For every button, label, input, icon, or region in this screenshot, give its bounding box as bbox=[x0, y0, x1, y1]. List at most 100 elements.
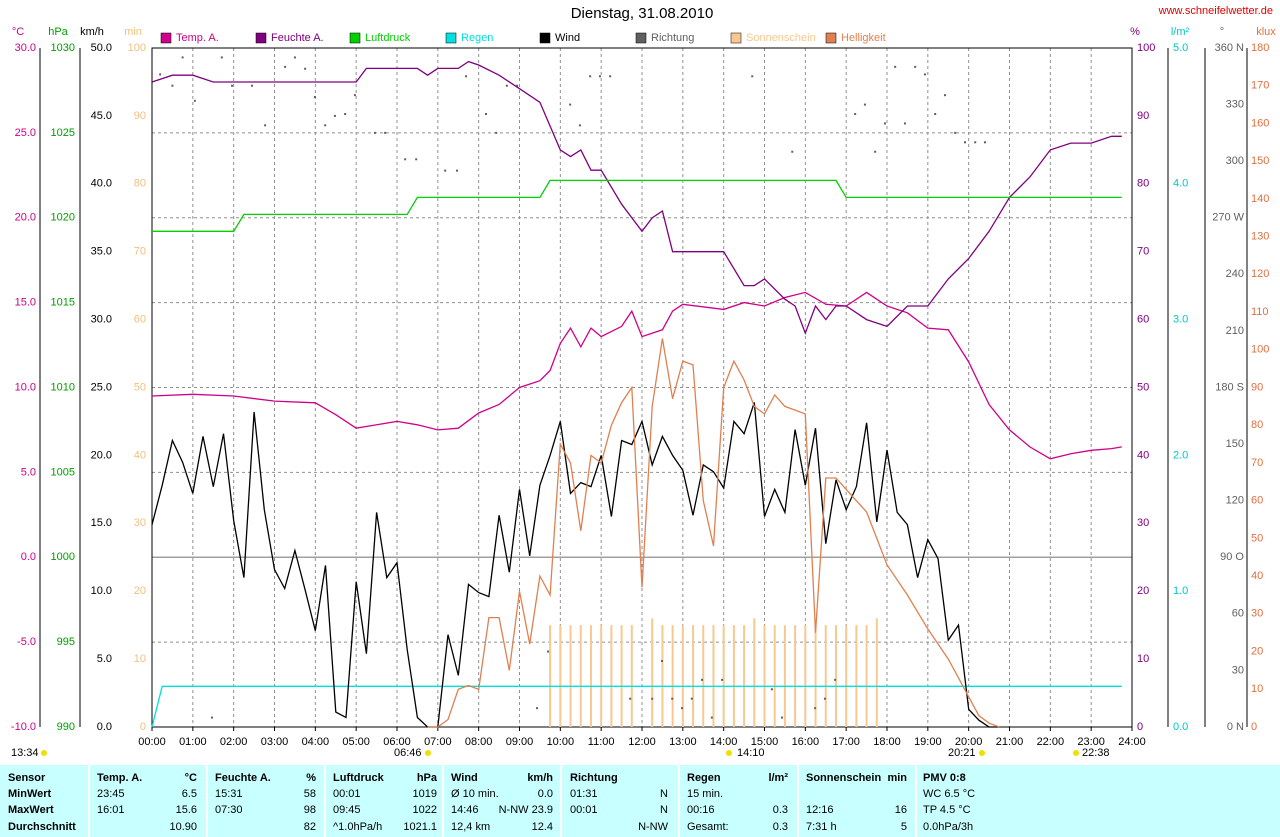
direction-dot bbox=[211, 716, 214, 719]
series-line bbox=[427, 338, 1000, 728]
sunshine-bar bbox=[559, 625, 562, 727]
table-header: PMV 0:8 bbox=[923, 772, 966, 784]
sunshine-bar bbox=[753, 618, 756, 727]
table-cell: 1019 bbox=[413, 788, 437, 800]
y-tick-label: 90 O bbox=[1220, 551, 1244, 563]
table-cell: 12:16 bbox=[806, 804, 834, 816]
direction-dot bbox=[721, 678, 724, 681]
table-cell: 00:16 bbox=[687, 804, 715, 816]
direction-dot bbox=[313, 96, 316, 99]
y-tick-label: 50.0 bbox=[91, 42, 112, 54]
legend-label: Luftdruck bbox=[365, 32, 411, 44]
x-tick-label: 04:00 bbox=[302, 736, 330, 748]
y-tick-label: 70 bbox=[1137, 246, 1149, 258]
row-label: MaxWert bbox=[8, 804, 54, 816]
y-tick-label: 1000 bbox=[51, 551, 75, 563]
sunshine-bar bbox=[620, 625, 623, 727]
y-tick-label: 80 bbox=[1137, 178, 1149, 190]
y-tick-label: 110 bbox=[1251, 306, 1269, 318]
sunshine-bar bbox=[865, 625, 868, 727]
sunshine-bar bbox=[794, 625, 797, 727]
direction-dot bbox=[284, 65, 287, 68]
sunshine-bar bbox=[875, 618, 878, 727]
direction-dot bbox=[874, 150, 877, 153]
y-tick-label: 0.0 bbox=[97, 721, 112, 733]
marker-icon bbox=[41, 750, 47, 756]
direction-dot bbox=[264, 124, 267, 127]
y-tick-label: 20.0 bbox=[15, 212, 36, 224]
y-tick-label: 150 bbox=[1251, 155, 1269, 167]
y-tick-label: 50 bbox=[134, 381, 146, 393]
direction-dot bbox=[404, 158, 407, 161]
y-tick-label: 5.0 bbox=[21, 466, 36, 478]
y-tick-label: 10.0 bbox=[15, 381, 36, 393]
y-tick-label: 90 bbox=[1251, 381, 1263, 393]
x-tick-label: 10:00 bbox=[547, 736, 575, 748]
y-tick-label: 30 bbox=[134, 517, 146, 529]
y-tick-label: 10 bbox=[1251, 683, 1263, 695]
table-header: Regen bbox=[687, 772, 721, 784]
x-tick-label: 14:00 bbox=[710, 736, 738, 748]
y-tick-label: 0 bbox=[1137, 721, 1143, 733]
source: www.schneifelwetter.de bbox=[1158, 5, 1273, 17]
sunshine-bar bbox=[681, 625, 684, 727]
direction-dot bbox=[353, 94, 356, 97]
sunshine-bar bbox=[661, 625, 664, 727]
table-header: Richtung bbox=[570, 772, 618, 784]
table-cell: 98 bbox=[304, 804, 316, 816]
row-label: MinWert bbox=[8, 788, 52, 800]
y-tick-label: 120 bbox=[1251, 268, 1269, 280]
marker-icon bbox=[425, 750, 431, 756]
direction-dot bbox=[954, 131, 957, 134]
direction-dot bbox=[903, 122, 906, 125]
y-tick-label: 20 bbox=[1137, 585, 1149, 597]
table-cell: N-NW 23.9 bbox=[499, 804, 553, 816]
y-tick-label: 35.0 bbox=[91, 246, 112, 258]
sunshine-bar bbox=[824, 625, 827, 727]
sunshine-bar bbox=[763, 625, 766, 727]
direction-dot bbox=[629, 697, 632, 700]
table-header: Sensor bbox=[8, 772, 46, 784]
time-marker: 22:38 bbox=[1082, 747, 1110, 759]
y-tick-label: 20 bbox=[1251, 645, 1263, 657]
sunshine-bar bbox=[579, 625, 582, 727]
table-unit: km/h bbox=[527, 772, 553, 784]
series-line bbox=[151, 685, 1122, 728]
x-tick-label: 13:00 bbox=[669, 736, 697, 748]
y-tick-label: 0.0 bbox=[21, 551, 36, 563]
x-tick-label: 19:00 bbox=[914, 736, 942, 748]
sunshine-bar bbox=[651, 618, 654, 727]
y-tick-label: 1.0 bbox=[1173, 585, 1188, 597]
direction-dot bbox=[220, 56, 223, 59]
sunshine-bar bbox=[845, 625, 848, 727]
y-tick-label: 20.0 bbox=[91, 449, 112, 461]
direction-dot bbox=[751, 75, 754, 78]
x-tick-label: 16:00 bbox=[792, 736, 820, 748]
y-tick-label: 60 bbox=[1232, 608, 1244, 620]
table-unit: min bbox=[887, 772, 907, 784]
y-tick-label: 1005 bbox=[51, 466, 75, 478]
table-cell: 0.0hPa/3h bbox=[923, 821, 973, 833]
table-cell: 7:31 h bbox=[806, 821, 837, 833]
legend-label: Regen bbox=[461, 32, 493, 44]
direction-dot bbox=[814, 707, 817, 710]
y-tick-label: 25.0 bbox=[91, 381, 112, 393]
table-cell: 0.3 bbox=[773, 821, 788, 833]
y-tick-label: 0 N bbox=[1227, 721, 1244, 733]
table-cell: 58 bbox=[304, 788, 316, 800]
direction-dot bbox=[324, 124, 327, 127]
direction-dot bbox=[974, 141, 977, 144]
axis-unit: % bbox=[1130, 26, 1140, 38]
table-cell: 07:30 bbox=[215, 804, 243, 816]
table-cell: 00:01 bbox=[333, 788, 361, 800]
x-tick-label: 15:00 bbox=[751, 736, 779, 748]
y-tick-label: 180 bbox=[1251, 42, 1269, 54]
table-cell: Ø 10 min. bbox=[451, 788, 499, 800]
y-tick-label: 120 bbox=[1226, 495, 1244, 507]
direction-dot bbox=[894, 65, 897, 68]
direction-dot bbox=[690, 697, 693, 700]
direction-dot bbox=[651, 697, 654, 700]
y-tick-label: 2.0 bbox=[1173, 449, 1188, 461]
direction-dot bbox=[963, 141, 966, 144]
